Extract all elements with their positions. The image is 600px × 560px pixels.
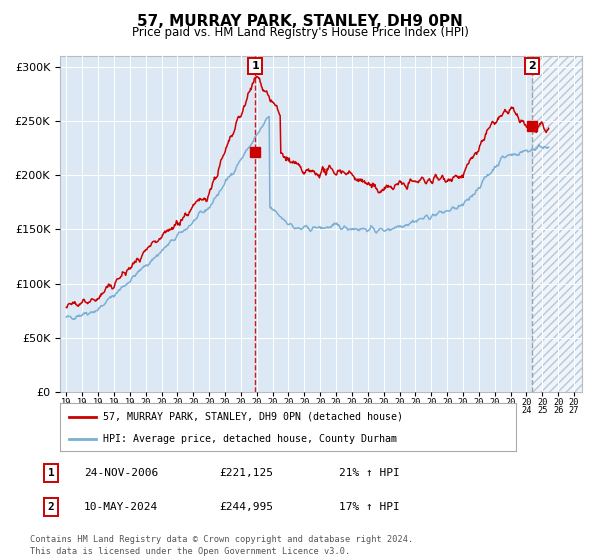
Bar [532, 56, 582, 392]
Text: £221,125: £221,125 [219, 468, 273, 478]
Text: 57, MURRAY PARK, STANLEY, DH9 0PN (detached house): 57, MURRAY PARK, STANLEY, DH9 0PN (detac… [103, 412, 403, 422]
Text: 1: 1 [47, 468, 55, 478]
Text: 1: 1 [251, 61, 259, 71]
Text: Contains HM Land Registry data © Crown copyright and database right 2024.: Contains HM Land Registry data © Crown c… [30, 535, 413, 544]
Text: 57, MURRAY PARK, STANLEY, DH9 0PN: 57, MURRAY PARK, STANLEY, DH9 0PN [137, 14, 463, 29]
Text: This data is licensed under the Open Government Licence v3.0.: This data is licensed under the Open Gov… [30, 547, 350, 556]
Text: Price paid vs. HM Land Registry's House Price Index (HPI): Price paid vs. HM Land Registry's House … [131, 26, 469, 39]
Text: 2: 2 [47, 502, 55, 512]
Bar [532, 56, 582, 392]
Text: £244,995: £244,995 [219, 502, 273, 512]
Text: 24-NOV-2006: 24-NOV-2006 [84, 468, 158, 478]
Text: 17% ↑ HPI: 17% ↑ HPI [339, 502, 400, 512]
Text: HPI: Average price, detached house, County Durham: HPI: Average price, detached house, Coun… [103, 434, 397, 444]
Text: 21% ↑ HPI: 21% ↑ HPI [339, 468, 400, 478]
Text: 2: 2 [529, 61, 536, 71]
Text: 10-MAY-2024: 10-MAY-2024 [84, 502, 158, 512]
